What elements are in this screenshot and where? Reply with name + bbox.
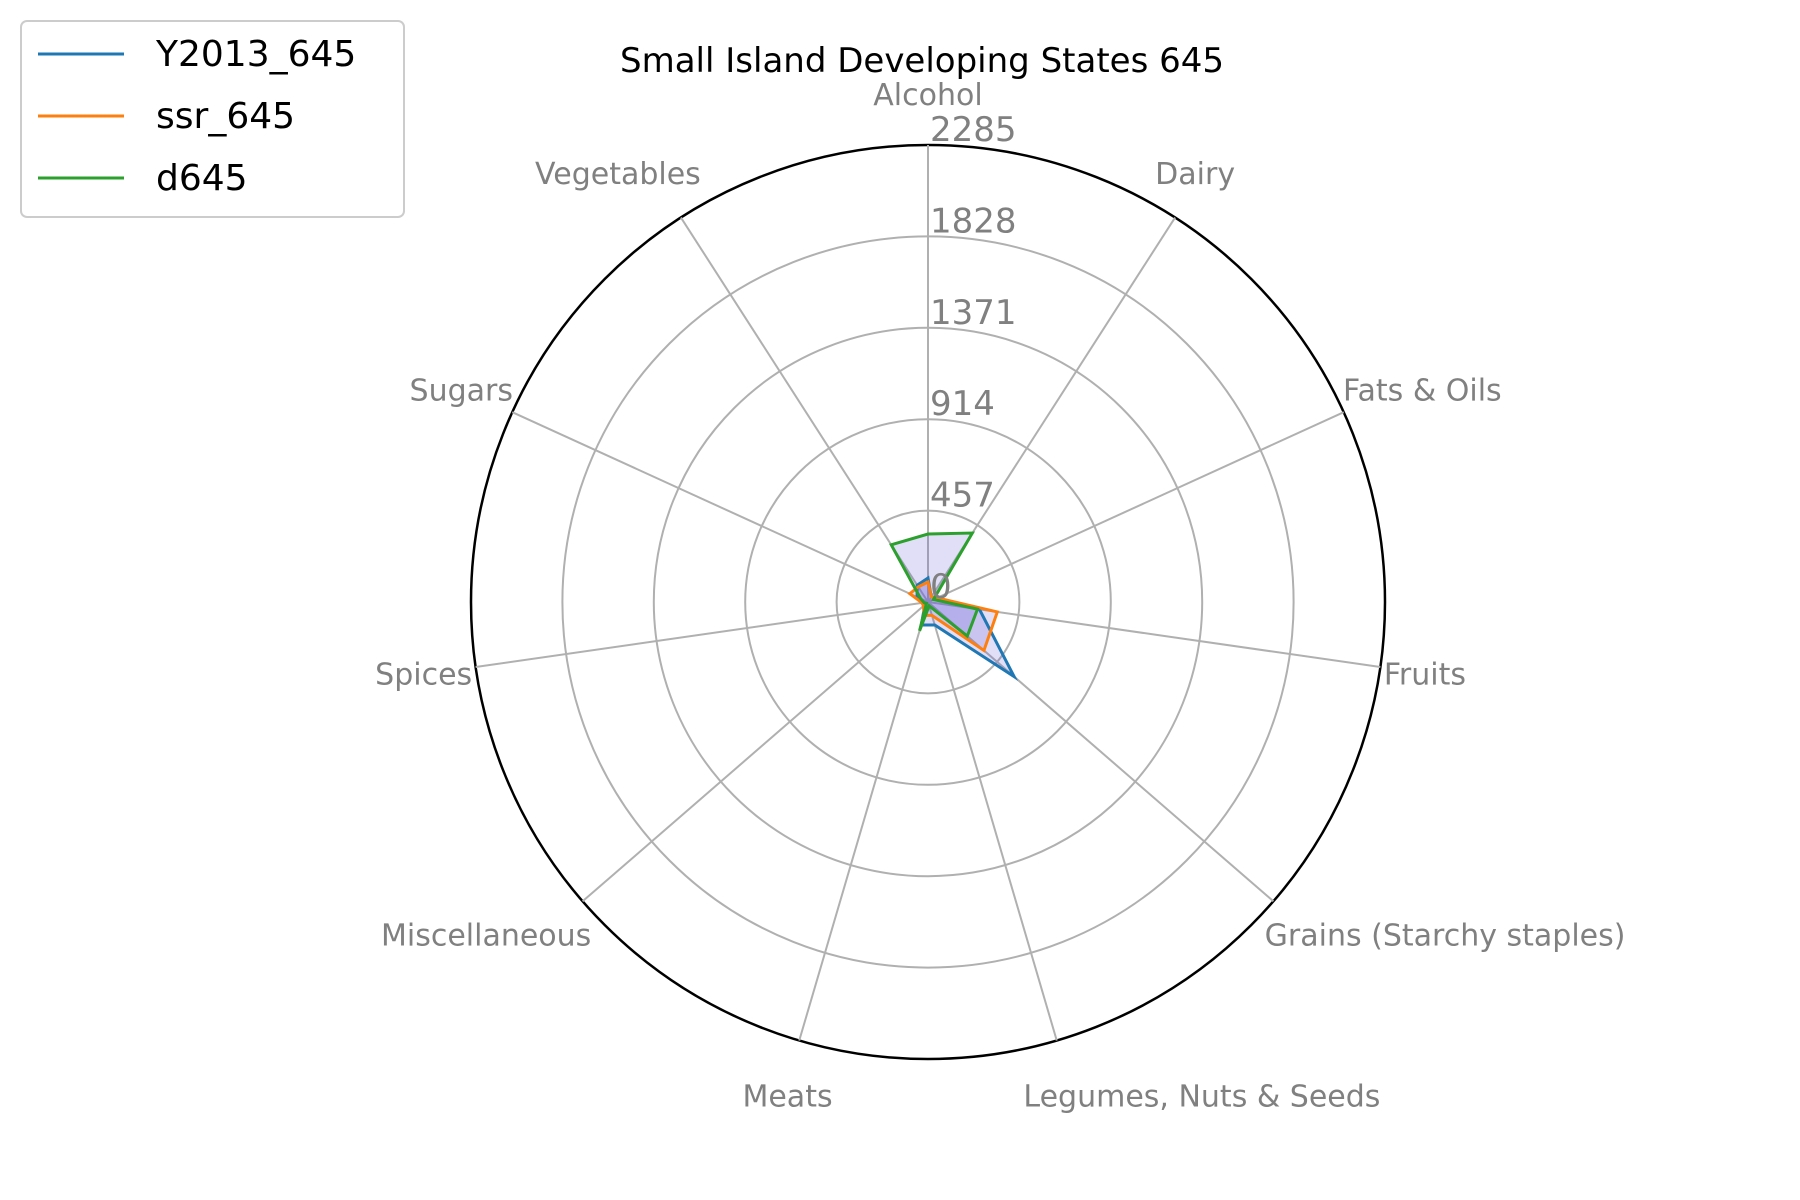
radial-tick-label: 1371 bbox=[930, 293, 1017, 333]
series-lines bbox=[889, 531, 1019, 681]
grid-spoke bbox=[511, 411, 929, 603]
grid-spoke bbox=[927, 601, 1381, 669]
grid-spoke bbox=[581, 601, 929, 903]
category-label: Fats & Oils bbox=[1343, 374, 1502, 409]
legend-label: d645 bbox=[156, 158, 248, 199]
category-label: Legumes, Nuts & Seeds bbox=[1023, 1079, 1380, 1114]
radial-tick-label: 457 bbox=[930, 476, 995, 516]
grid-spoke bbox=[927, 601, 1058, 1041]
polar-grid bbox=[469, 143, 1387, 1061]
radial-tick-labels: 0 457 914 1371 1828 2285 bbox=[930, 110, 1017, 607]
category-label: Vegetables bbox=[535, 157, 701, 192]
category-label: Spices bbox=[375, 657, 472, 692]
radial-tick-label: 1828 bbox=[930, 201, 1017, 241]
grid-spoke bbox=[680, 217, 929, 603]
grid-spoke bbox=[927, 411, 1345, 603]
radial-tick-label: 2285 bbox=[930, 110, 1017, 150]
grid-spoke bbox=[798, 601, 929, 1041]
radial-tick-label: 914 bbox=[930, 384, 995, 424]
category-label: Sugars bbox=[410, 374, 513, 409]
category-label: Grains (Starchy staples) bbox=[1265, 918, 1626, 953]
series-fill bbox=[909, 582, 998, 651]
legend-box bbox=[20, 20, 405, 218]
chart-title: Small Island Developing States 645 bbox=[620, 41, 1224, 81]
radial-tick-label: 0 bbox=[930, 567, 952, 607]
category-label: Miscellaneous bbox=[381, 918, 591, 953]
grid-spoke bbox=[475, 601, 929, 669]
series-line bbox=[889, 531, 980, 639]
category-label: Meats bbox=[742, 1079, 832, 1114]
category-label: Dairy bbox=[1155, 157, 1235, 192]
category-label: Fruits bbox=[1384, 657, 1466, 692]
legend-label: ssr_645 bbox=[156, 96, 295, 137]
legend-items: Y2013_645 ssr_645 d645 bbox=[38, 34, 356, 199]
legend-label: Y2013_645 bbox=[155, 34, 356, 75]
grid-spoke bbox=[927, 601, 1275, 903]
legend: Y2013_645 ssr_645 d645 bbox=[20, 20, 405, 218]
category-labels: Alcohol Dairy Fats & Oils Fruits Grains (Sta… bbox=[375, 78, 1625, 1114]
category-label: Alcohol bbox=[873, 78, 982, 113]
